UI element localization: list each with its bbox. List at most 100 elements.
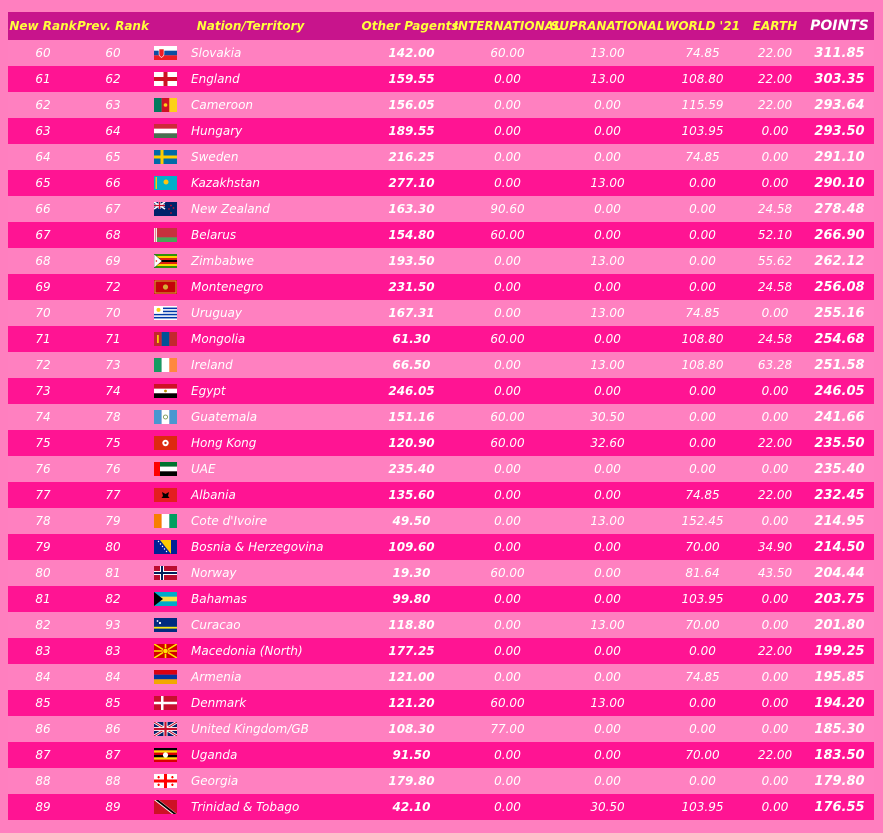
international-cell: 77.00	[490, 722, 525, 736]
trinidad-tobago-flag-icon	[150, 794, 180, 820]
international-cell: 0.00	[494, 98, 521, 112]
international-cell: 0.00	[494, 488, 521, 502]
supranational-cell: 0.00	[594, 202, 621, 216]
world-cell: 0.00	[689, 410, 716, 424]
prev-rank-cell: 93	[105, 618, 121, 632]
table-row: 69 72 Montenegro 231.50 0.00 0.00 0.00 24.58 256…	[8, 274, 874, 300]
bahamas-flag-icon	[150, 586, 180, 612]
prev-rank-cell: 78	[105, 410, 121, 424]
table-row: 74 78 Guatemala 151.16 60.00 30.50 0.00 0.00 241…	[8, 404, 874, 430]
supranational-cell: 13.00	[590, 254, 625, 268]
points-cell: 235.50	[814, 435, 865, 451]
north-macedonia-flag-icon	[150, 638, 180, 664]
prev-rank-cell: 89	[105, 800, 121, 814]
international-cell: 0.00	[494, 800, 521, 814]
norway-flag-icon	[150, 560, 180, 586]
points-cell: 195.85	[814, 669, 865, 685]
prev-rank-cell: 84	[105, 670, 121, 684]
hungary-flag-icon	[150, 118, 180, 144]
prev-rank-cell: 80	[105, 540, 121, 554]
earth-cell: 0.00	[761, 618, 789, 632]
international-cell: 0.00	[494, 280, 521, 294]
rank-cell: 86	[35, 722, 51, 736]
earth-cell: 0.00	[761, 774, 789, 788]
rank-cell: 60	[35, 46, 51, 60]
international-cell: 0.00	[494, 124, 521, 138]
world-cell: 0.00	[689, 436, 716, 450]
other-pageants-cell: 235.40	[388, 462, 435, 476]
prev-rank-cell: 68	[105, 228, 121, 242]
other-pageants-cell: 154.80	[388, 228, 435, 242]
supranational-cell: 30.50	[590, 800, 625, 814]
world-cell: 0.00	[689, 722, 716, 736]
nation-cell: Uruguay	[191, 306, 242, 320]
table-row: 61 62 England 159.55 0.00 13.00 108.80 22.00 303…	[8, 66, 874, 92]
nation-cell: Cote d'Ivoire	[191, 514, 268, 528]
nation-cell: Armenia	[191, 670, 242, 684]
world-cell: 70.00	[685, 540, 720, 554]
rank-cell: 79	[35, 540, 51, 554]
international-cell: 0.00	[494, 306, 521, 320]
earth-cell: 22.00	[757, 46, 793, 60]
table-row: 75 75 Hong Kong 120.90 60.00 32.60 0.00 22.00 23…	[8, 430, 874, 456]
denmark-flag-icon	[150, 690, 180, 716]
other-pageants-cell: 231.50	[388, 280, 435, 294]
table-row: 79 80 Bosnia & Herzegovina 109.60 0.00 0.00 70…	[8, 534, 874, 560]
other-pageants-cell: 121.20	[388, 696, 435, 710]
table-row: 84 84 Armenia 121.00 0.00 0.00 74.85 0.00 195.85	[8, 664, 874, 690]
table-row: 60 60 Slovakia 142.00 60.00 13.00 74.85 22.00 31…	[8, 40, 874, 66]
supranational-cell: 0.00	[594, 384, 621, 398]
international-cell: 0.00	[494, 254, 521, 268]
nation-cell: Hungary	[191, 124, 243, 138]
earth-cell: 0.00	[761, 696, 789, 710]
supranational-cell: 13.00	[590, 176, 625, 190]
ranking-table: New Rank Prev. Rank Nation/Territory Oth…	[8, 12, 874, 820]
table-row: 72 73 Ireland 66.50 0.00 13.00 108.80 63.28 251.…	[8, 352, 874, 378]
points-cell: 293.64	[814, 97, 865, 113]
supranational-cell: 0.00	[594, 566, 621, 580]
earth-cell: 0.00	[761, 150, 789, 164]
table-row: 68 69 Zimbabwe 193.50 0.00 13.00 0.00 55.62 262.…	[8, 248, 874, 274]
uganda-flag-icon	[150, 742, 180, 768]
rank-cell: 89	[35, 800, 51, 814]
table-row: 83 83 Macedonia (North) 177.25 0.00 0.00 0.00 2…	[8, 638, 874, 664]
table-row: 87 87 Uganda 91.50 0.00 0.00 70.00 22.00 183.50	[8, 742, 874, 768]
earth-cell: 22.00	[757, 644, 793, 658]
nation-cell: Guatemala	[191, 410, 258, 424]
supranational-cell: 0.00	[594, 150, 621, 164]
table-row: 70 70 Uruguay 167.31 0.00 13.00 74.85 0.00 255.1…	[8, 300, 874, 326]
points-cell: 311.85	[814, 45, 865, 61]
rank-cell: 67	[35, 228, 51, 242]
earth-cell: 0.00	[761, 384, 789, 398]
prev-rank-cell: 82	[105, 592, 121, 606]
nation-cell: Ireland	[191, 358, 233, 372]
nation-cell: England	[191, 72, 240, 86]
other-pageants-cell: 193.50	[388, 254, 435, 268]
other-pageants-cell: 19.30	[392, 566, 431, 580]
world-cell: 0.00	[689, 384, 716, 398]
bosnia-flag-icon	[150, 534, 180, 560]
other-pageants-cell: 179.80	[388, 774, 435, 788]
world-cell: 0.00	[689, 774, 716, 788]
kazakhstan-flag-icon	[150, 170, 180, 196]
earth-cell: 0.00	[761, 124, 789, 138]
earth-cell: 0.00	[761, 176, 789, 190]
table-row: 85 85 Denmark 121.20 60.00 13.00 0.00 0.00 194.2…	[8, 690, 874, 716]
other-pageants-cell: 120.90	[388, 436, 435, 450]
nation-cell: Norway	[191, 566, 237, 580]
international-cell: 0.00	[494, 514, 521, 528]
supranational-cell: 0.00	[594, 748, 621, 762]
table-row: 64 65 Sweden 216.25 0.00 0.00 74.85 0.00 291.10	[8, 144, 874, 170]
nation-cell: Mongolia	[191, 332, 246, 346]
world-cell: 0.00	[689, 202, 716, 216]
points-cell: 251.58	[814, 357, 865, 373]
nation-cell: Egypt	[191, 384, 226, 398]
table-row: 67 68 Belarus 154.80 60.00 0.00 0.00 52.10 266.9…	[8, 222, 874, 248]
other-pageants-cell: 91.50	[392, 748, 431, 762]
international-cell: 60.00	[490, 228, 525, 242]
nation-cell: Bahamas	[191, 592, 247, 606]
prev-rank-cell: 83	[105, 644, 121, 658]
rank-cell: 87	[35, 748, 51, 762]
rank-cell: 72	[35, 358, 51, 372]
rank-cell: 76	[35, 462, 51, 476]
